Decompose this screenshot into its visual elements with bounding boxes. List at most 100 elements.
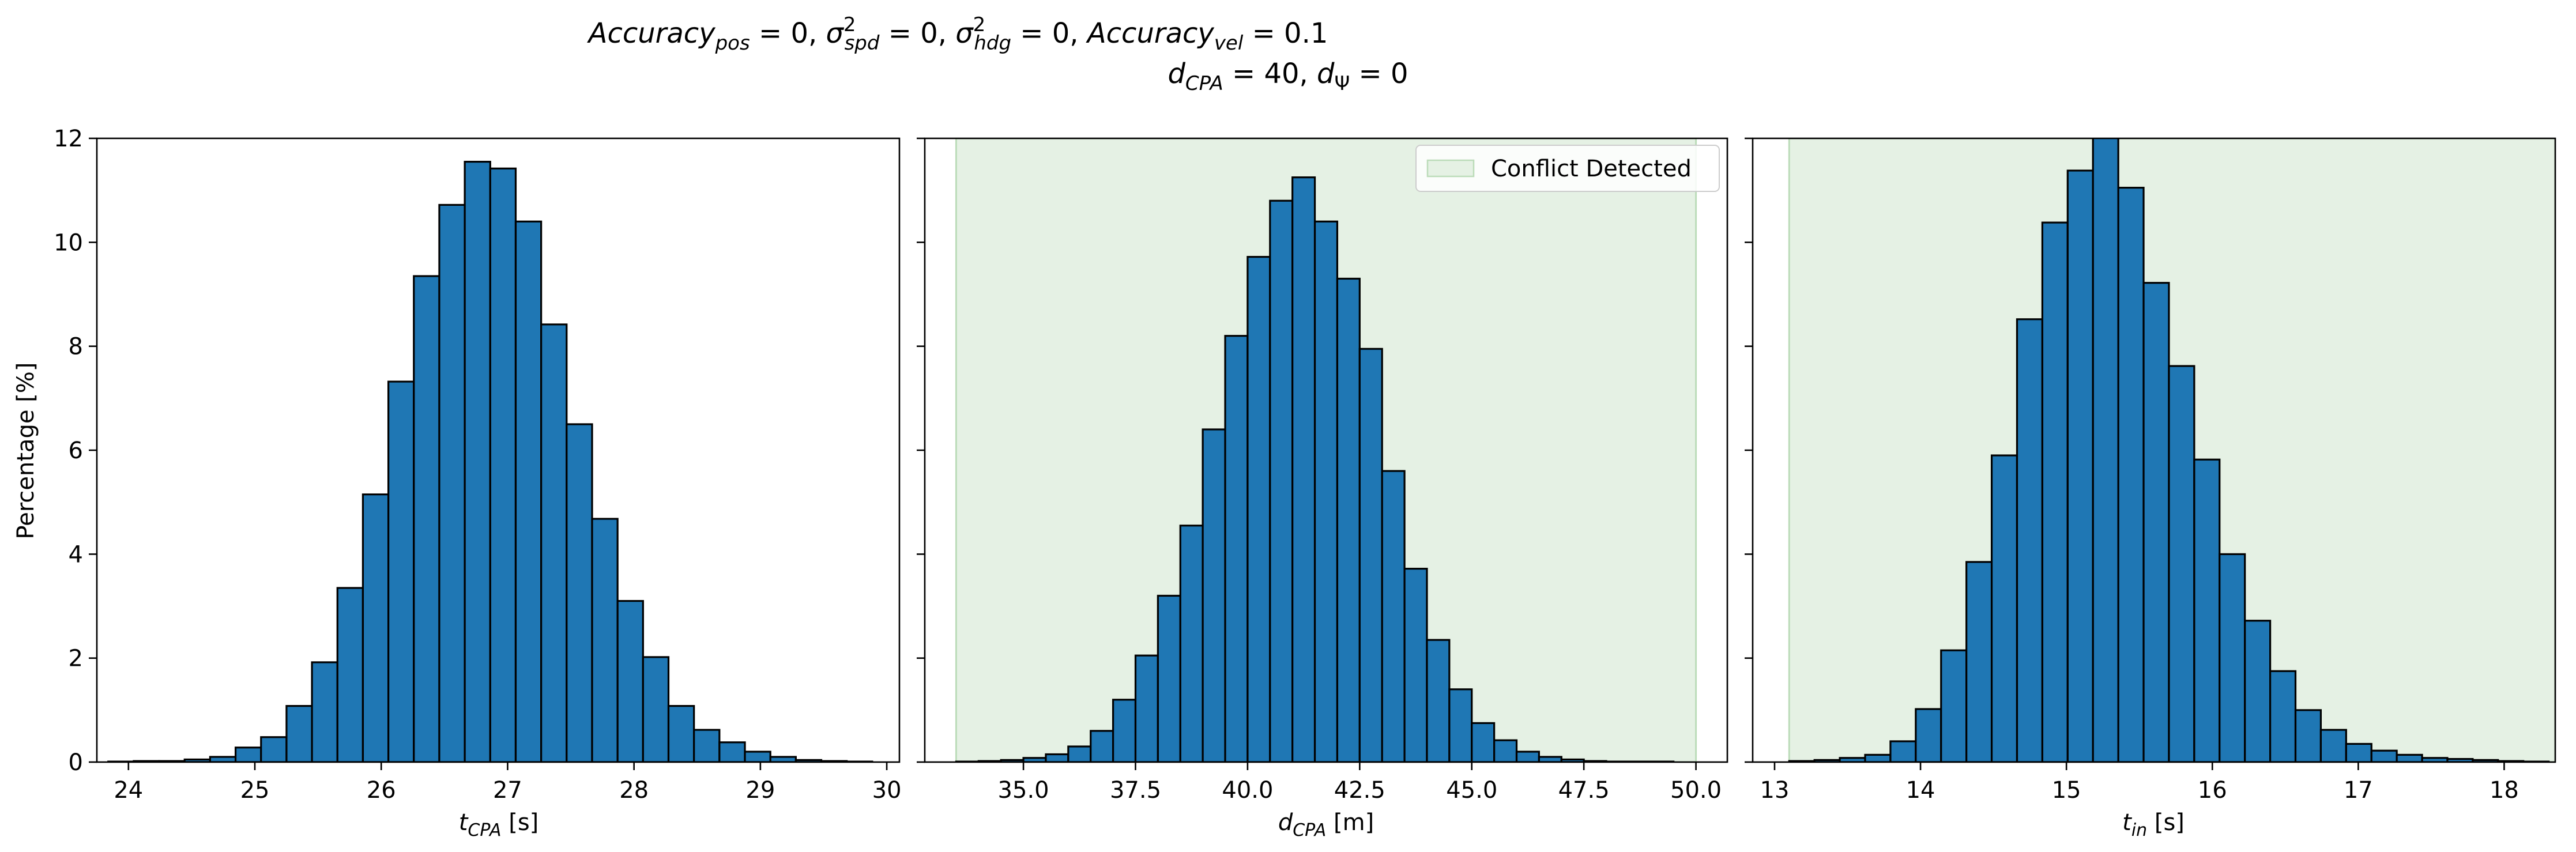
dcpa-x-axis-label: dCPA [m] bbox=[1278, 809, 1374, 840]
tin-histogram-bar bbox=[2244, 620, 2272, 762]
dcpa-histogram-bar bbox=[1246, 255, 1271, 762]
tcpa-y-tick-label: 10 bbox=[54, 229, 83, 256]
tin-histogram-bar bbox=[2066, 169, 2094, 762]
tcpa-y-tick-label: 4 bbox=[69, 541, 83, 568]
dcpa-histogram-bar bbox=[1471, 722, 1496, 762]
tin-histogram-bar bbox=[1864, 753, 1892, 762]
tin-histogram-bar bbox=[2168, 365, 2195, 762]
dcpa-histogram-bar bbox=[1313, 220, 1339, 762]
dcpa-histogram-bar bbox=[1224, 335, 1249, 762]
tcpa-x-tick-label: 30 bbox=[872, 777, 902, 804]
tin-histogram-bar bbox=[2041, 221, 2069, 762]
tcpa-x-tick-label: 29 bbox=[745, 777, 775, 804]
tcpa-y-tick-label: 2 bbox=[69, 646, 83, 672]
dcpa-histogram-bar bbox=[1291, 176, 1316, 762]
tin-histogram-bar bbox=[2370, 749, 2398, 762]
dcpa-x-tick-label: 47.5 bbox=[1558, 777, 1610, 804]
dcpa-histogram-bar bbox=[1269, 199, 1294, 762]
tin-histogram-bar bbox=[1915, 708, 1942, 762]
tcpa-histogram-bar bbox=[234, 747, 262, 762]
dcpa-x-tick-label: 40.0 bbox=[1222, 777, 1273, 804]
dcpa-histogram-bar bbox=[1134, 654, 1159, 762]
tin-histogram-panel: 13 14 15 16 17 18 bbox=[1745, 137, 2556, 804]
tcpa-histogram-bar bbox=[744, 751, 771, 762]
tcpa-x-tick-label: 28 bbox=[619, 777, 649, 804]
dcpa-x-tick-label: 42.5 bbox=[1334, 777, 1385, 804]
tcpa-x-axis-label: tCPA [s] bbox=[459, 809, 539, 840]
tcpa-histogram-bar bbox=[718, 741, 746, 762]
tcpa-x-tick-label: 25 bbox=[240, 777, 270, 804]
tin-histogram-bar bbox=[2142, 282, 2170, 762]
tcpa-histogram-bar bbox=[667, 705, 695, 762]
dcpa-histogram-bar bbox=[1045, 753, 1069, 762]
tcpa-histogram-bar bbox=[361, 493, 390, 762]
dcpa-x-tick-label: 50.0 bbox=[1670, 777, 1722, 804]
tcpa-histogram-bar bbox=[693, 729, 721, 762]
dcpa-legend-box bbox=[1415, 145, 1720, 192]
tin-x-axis-label: tin [s] bbox=[2122, 809, 2185, 840]
tcpa-x-tick-label: 27 bbox=[493, 777, 522, 804]
dcpa-x-tick-label: 35.0 bbox=[998, 777, 1049, 804]
tcpa-histogram-bar bbox=[209, 756, 237, 762]
dcpa-legend-swatch bbox=[1426, 159, 1475, 178]
dcpa-histogram-bar bbox=[1381, 470, 1406, 762]
tcpa-histogram-bar bbox=[413, 275, 440, 762]
tin-histogram-bar bbox=[1965, 561, 1993, 762]
dcpa-x-tick-label: 45.0 bbox=[1446, 777, 1497, 804]
tcpa-histogram-bar bbox=[642, 656, 670, 762]
dcpa-plot-area bbox=[955, 138, 1697, 762]
tin-x-tick-label: 16 bbox=[2198, 777, 2227, 804]
tcpa-y-tick-label: 0 bbox=[69, 749, 83, 776]
dcpa-histogram-bar bbox=[1358, 348, 1383, 762]
tin-histogram-bar bbox=[2294, 709, 2322, 762]
tcpa-histogram-bar bbox=[540, 323, 568, 762]
dcpa-histogram-bar bbox=[1090, 730, 1114, 762]
tcpa-y-tick-label: 6 bbox=[69, 438, 83, 464]
dcpa-histogram-panel: 35.0 37.5 40.0 42.5 45.0 47.5 50.0 Conflict Det… bbox=[917, 137, 1728, 804]
dcpa-histogram-bar bbox=[1157, 594, 1181, 762]
dcpa-histogram-bar bbox=[1515, 751, 1540, 762]
tcpa-histogram-bar bbox=[464, 160, 491, 762]
tcpa-plot-area bbox=[107, 160, 873, 762]
tcpa-histogram-bar bbox=[616, 600, 644, 762]
dcpa-histogram-bar bbox=[1112, 699, 1137, 762]
tin-histogram-bar bbox=[2345, 742, 2372, 762]
dcpa-legend: Conflict Detected bbox=[1415, 145, 1720, 192]
tcpa-histogram-bar bbox=[489, 167, 517, 762]
tcpa-x-tick-label: 26 bbox=[367, 777, 396, 804]
y-axis-label: Percentage [%] bbox=[13, 363, 39, 540]
tin-x-tick-label: 15 bbox=[2052, 777, 2081, 804]
tcpa-histogram-bar bbox=[591, 518, 619, 762]
tin-histogram-bar bbox=[2117, 187, 2145, 762]
tin-x-tick-label: 17 bbox=[2344, 777, 2373, 804]
dcpa-histogram-bar bbox=[1067, 745, 1092, 762]
tin-histogram-bar bbox=[2016, 318, 2043, 762]
dcpa-histogram-bar bbox=[1426, 639, 1451, 762]
dcpa-legend-label: Conflict Detected bbox=[1491, 156, 1692, 182]
tcpa-histogram-bar bbox=[285, 705, 313, 762]
figure-title-line-2: dCPA = 40, dΨ = 0 bbox=[1168, 58, 1408, 95]
tcpa-y-tick-label: 12 bbox=[54, 126, 83, 152]
dcpa-histogram-bar bbox=[1538, 756, 1562, 762]
tin-x-tick-label: 13 bbox=[1760, 777, 1790, 804]
tcpa-histogram-bar bbox=[311, 661, 338, 762]
tcpa-histogram-bar bbox=[514, 220, 543, 762]
tin-x-tick-label: 18 bbox=[2490, 777, 2519, 804]
tin-histogram-bar bbox=[2219, 553, 2246, 762]
tin-histogram-bar bbox=[2193, 458, 2221, 762]
tcpa-histogram-bar bbox=[769, 756, 797, 762]
dcpa-histogram-bar bbox=[1179, 525, 1204, 762]
tin-histogram-bar bbox=[2319, 729, 2347, 762]
tcpa-histogram-bar bbox=[438, 203, 466, 762]
dcpa-histogram-bar bbox=[1403, 567, 1428, 762]
dcpa-histogram-bar bbox=[1448, 688, 1473, 762]
tin-histogram-bar bbox=[1889, 740, 1917, 762]
tcpa-histogram-bar bbox=[260, 736, 288, 762]
tcpa-x-tick-label: 24 bbox=[114, 777, 143, 804]
dcpa-histogram-bar bbox=[1202, 428, 1226, 762]
tcpa-histogram-bar bbox=[566, 423, 593, 762]
tcpa-histogram-bar bbox=[387, 380, 415, 762]
tin-histogram-bar bbox=[2092, 138, 2119, 762]
tin-histogram-bar bbox=[2396, 753, 2423, 762]
